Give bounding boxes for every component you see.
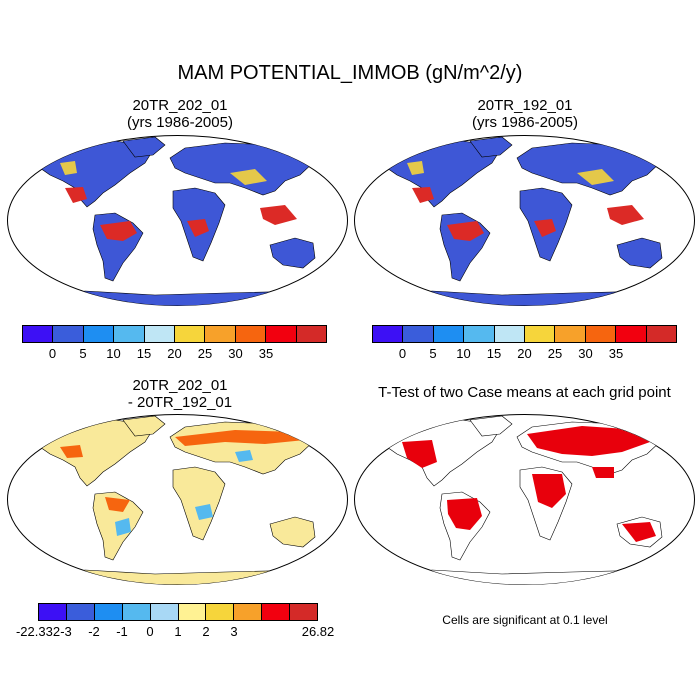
colorbar-tick-label: 35: [258, 346, 274, 361]
colorbar-swatch: [235, 326, 267, 342]
colorbar-tick-label: 15: [136, 346, 152, 361]
africa: [172, 466, 226, 541]
colorbar-tick-label: -22.332: [15, 624, 61, 639]
colorbar-tick-label: 0: [146, 624, 154, 639]
colorbar-tick-label: 25: [197, 346, 213, 361]
colorbar-difference: [38, 603, 318, 621]
colorbar-swatch: [114, 326, 145, 342]
colorbar-tick-label: 3: [230, 624, 238, 639]
colorbar-top-right-labels: 0 5 10 15 20 25 30 35: [372, 346, 677, 362]
continents: [376, 136, 673, 306]
panel-years: (yrs 1986-2005): [127, 114, 233, 131]
colorbar-tick-label: -1: [116, 624, 128, 639]
colorbar-tick-label: 10: [456, 346, 471, 361]
colorbar-tick-label: 15: [486, 346, 502, 361]
colorbar-swatch: [206, 604, 235, 620]
panel-title-bottom-right: T-Test of two Case means at each grid po…: [352, 384, 697, 401]
panel-case-name: 20TR_192_01: [477, 97, 573, 114]
colorbar-top-left-labels: 0 5 10 15 20 25 30 35: [22, 346, 327, 362]
ttest-title: T-Test of two Case means at each grid po…: [378, 384, 671, 401]
colorbar-tick-label: 26.82: [301, 624, 335, 639]
colorbar-tick-label: 20: [167, 346, 182, 361]
greenland: [469, 136, 513, 158]
colorbar-tick-label: 25: [547, 346, 563, 361]
colorbar-tick-label: -2: [88, 624, 100, 639]
panel-case-name: 20TR_202_01: [132, 377, 228, 394]
colorbar-swatch: [144, 326, 176, 342]
colorbar-swatch: [83, 326, 115, 342]
colorbar-swatch: [494, 326, 526, 342]
significance-note: Cells are significant at 0.1 level: [442, 613, 608, 627]
colorbar-swatch: [205, 326, 236, 342]
colorbar-swatch: [525, 326, 556, 342]
colorbar-swatch: [53, 326, 84, 342]
tropical-hotspots: [412, 187, 644, 241]
tropical-hotspots: [65, 187, 297, 241]
australia: [269, 237, 316, 269]
colorbar-swatch: [66, 604, 95, 620]
colorbar-tick-label: -3: [60, 624, 72, 639]
positive-difference-bands: [60, 430, 305, 512]
colorbar-swatch: [616, 326, 647, 342]
negative-difference-patches: [115, 450, 253, 536]
colorbar-swatch: [373, 326, 404, 342]
greenland: [122, 136, 166, 158]
map-difference: [7, 414, 348, 585]
colorbar-tick-label: 2: [202, 624, 210, 639]
panel-title-top-right: 20TR_192_01 (yrs 1986-2005): [375, 97, 675, 131]
significant-cells: [402, 426, 656, 542]
colorbar-swatch: [290, 604, 318, 620]
colorbar-tick-label: 35: [608, 346, 624, 361]
colorbar-swatch: [234, 604, 263, 620]
panel-title-bottom-left: 20TR_202_01 - 20TR_192_01: [30, 377, 330, 411]
colorbar-tick-label: 30: [228, 346, 243, 361]
colorbar-swatch: [39, 604, 67, 620]
colorbar-tick-label: 30: [578, 346, 593, 361]
colorbar-tick-label: 0: [48, 346, 57, 361]
colorbar-swatch: [23, 326, 54, 342]
map-top-right: [354, 135, 695, 306]
colorbar-swatch: [433, 326, 465, 342]
colorbar-swatch: [262, 604, 291, 620]
colorbar-tick-label: 1: [174, 624, 182, 639]
greenland: [122, 415, 166, 437]
colorbar-tick-label: 10: [106, 346, 121, 361]
colorbar-difference-labels: -22.332 -3 -2 -1 0 1 2 3 26.82: [16, 624, 334, 640]
map-ttest: [354, 414, 695, 585]
colorbar-swatch: [150, 604, 179, 620]
colorbar-tick-label: 5: [79, 346, 87, 361]
colorbar-swatch: [94, 604, 123, 620]
panel-case-name: 20TR_202_01: [132, 97, 228, 114]
australia: [616, 237, 663, 269]
colorbar-swatch: [464, 326, 495, 342]
colorbar-swatch: [403, 326, 434, 342]
colorbar-swatch: [585, 326, 617, 342]
figure-title: MAM POTENTIAL_IMMOB (gN/m^2/y): [177, 62, 523, 84]
colorbar-swatch: [266, 326, 297, 342]
colorbar-top-left: [22, 325, 327, 343]
colorbar-swatch: [178, 604, 207, 620]
colorbar-tick-label: 5: [429, 346, 437, 361]
panel-years: (yrs 1986-2005): [472, 114, 578, 131]
panel-difference: - 20TR_192_01: [127, 394, 233, 411]
colorbar-swatch: [646, 326, 677, 342]
panel-title-top-left: 20TR_202_01 (yrs 1986-2005): [30, 97, 330, 131]
colorbar-tick-label: 20: [517, 346, 532, 361]
colorbar-swatch: [296, 326, 327, 342]
colorbar-swatch: [122, 604, 151, 620]
australia: [269, 516, 316, 548]
colorbar-top-right: [372, 325, 677, 343]
colorbar-swatch: [555, 326, 586, 342]
colorbar-tick-label: 0: [398, 346, 407, 361]
midlatitude-patches: [407, 161, 614, 185]
map-top-left: [7, 135, 348, 306]
colorbar-swatch: [175, 326, 206, 342]
midlatitude-patches: [60, 161, 267, 185]
